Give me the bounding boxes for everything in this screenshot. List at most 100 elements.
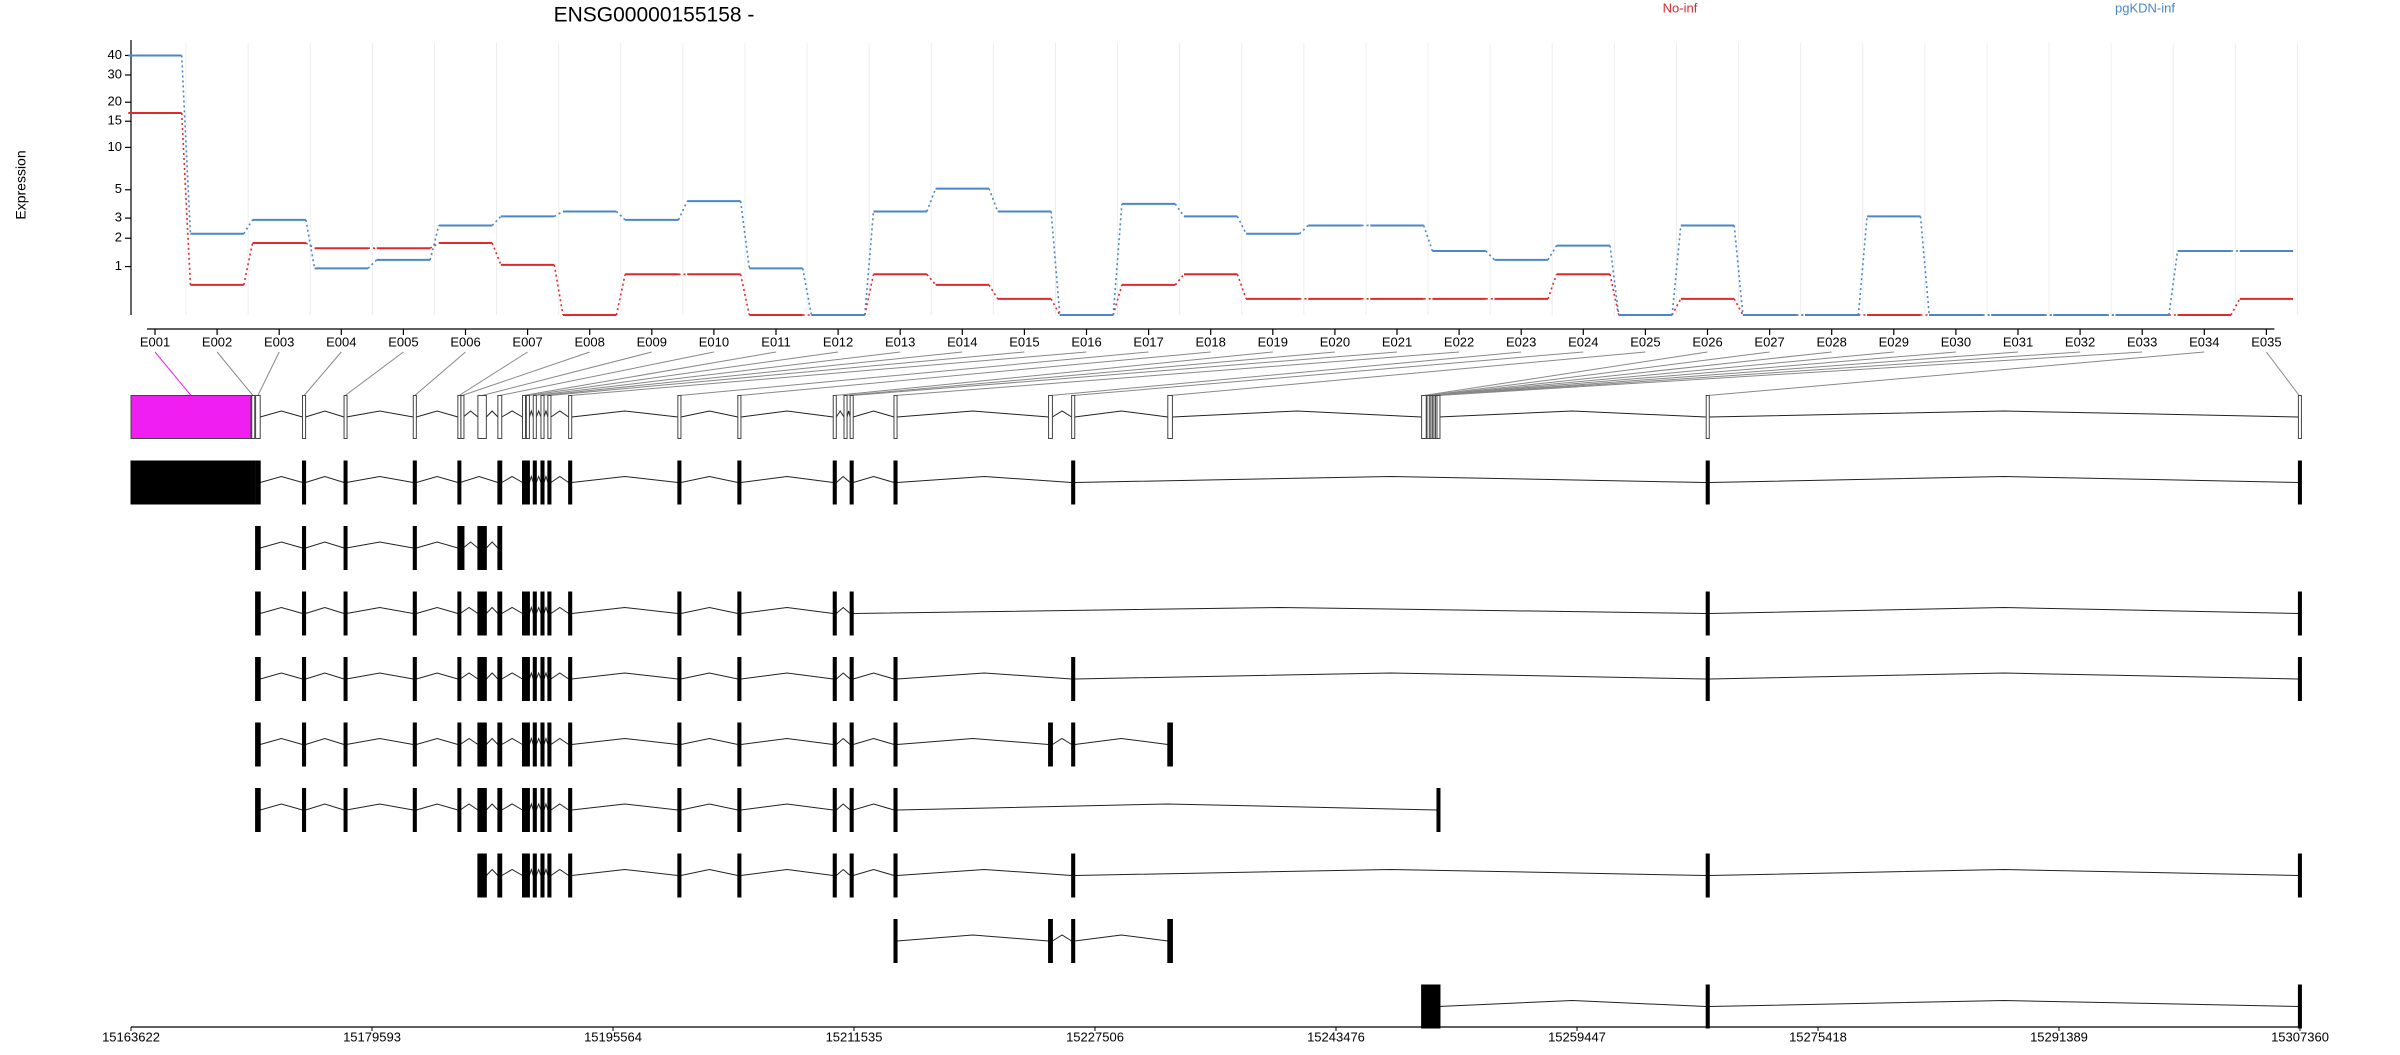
x-tick-label: 15163622 [102, 1029, 160, 1044]
exon-bin [2297, 395, 2302, 439]
x-tick-label: 15195564 [584, 1029, 642, 1044]
intron [543, 802, 549, 811]
x-tick-label: E028 [1817, 334, 1847, 349]
transcript-exon [1167, 722, 1173, 767]
transcript-exon [849, 722, 854, 767]
intron [740, 410, 834, 418]
exon-connector [542, 351, 963, 396]
intron [835, 475, 851, 483]
series-connector [1050, 211, 1061, 316]
intron [1709, 606, 2299, 614]
x-tick-label: E015 [1009, 334, 1039, 349]
transcript-exon [540, 657, 545, 701]
intron [853, 868, 895, 876]
transcript-exon [1436, 788, 1441, 832]
intron [416, 672, 459, 680]
intron [305, 541, 345, 549]
intron [1074, 868, 1707, 876]
transcript-exon [343, 460, 348, 505]
series-connector [615, 210, 626, 221]
transcript-exon [849, 591, 854, 636]
transcript-exon [412, 591, 417, 636]
intron [571, 672, 678, 680]
intron [528, 409, 534, 418]
intron [459, 737, 479, 745]
series-connector [864, 274, 875, 316]
transcript-exon [1436, 984, 1441, 1029]
exon-bin [849, 395, 854, 439]
intron [305, 737, 345, 745]
transcript-exon [677, 460, 682, 505]
x-tick-label: E018 [1196, 334, 1226, 349]
exon-connector [679, 351, 1149, 396]
exon-bin [497, 395, 503, 439]
intron [535, 802, 542, 811]
series-connector [1050, 298, 1061, 316]
exon-connector [1431, 351, 1894, 396]
series-connector [1112, 284, 1123, 316]
exon-connector [1432, 351, 1956, 396]
intron [680, 672, 738, 680]
intron [550, 475, 569, 483]
intron [897, 410, 1049, 418]
transcript-exon [568, 788, 573, 832]
exon-bin [412, 395, 417, 439]
transcript-exon [255, 460, 261, 505]
exon-connector [895, 351, 1460, 396]
transcript-exon [343, 591, 348, 636]
series-connector [180, 112, 192, 285]
intron [897, 475, 1072, 483]
transcript-exon [2297, 591, 2302, 636]
exon-connector [1434, 351, 2019, 396]
intron [459, 606, 479, 614]
x-tick-label: E033 [2127, 334, 2157, 349]
exon-bin [460, 395, 465, 439]
transcript-exon [460, 526, 465, 570]
exon-connector [1429, 351, 1832, 396]
transcript-exon [540, 788, 545, 832]
intron [853, 606, 1707, 614]
intron [853, 737, 895, 745]
transcript-exon [893, 853, 898, 898]
y-tick-label: 3 [115, 210, 122, 225]
intron [535, 737, 542, 745]
series-connector [305, 219, 316, 269]
exon-connector [303, 351, 342, 396]
transcript-exon [737, 657, 742, 701]
transcript-exon [677, 853, 682, 898]
transcript-exon [1167, 919, 1173, 963]
intron [260, 672, 303, 680]
x-tick-label: E022 [1444, 334, 1474, 349]
exon-bin [568, 395, 573, 439]
intron [528, 802, 534, 811]
transcript-exon [497, 853, 503, 898]
intron [680, 803, 738, 811]
intron [1074, 934, 1168, 942]
transcript-exon [677, 657, 682, 701]
intron [550, 737, 569, 745]
intron [740, 606, 834, 614]
intron [528, 736, 534, 745]
intron [835, 868, 851, 876]
exon-connector [1423, 351, 1708, 396]
transcript-exon [737, 460, 742, 505]
series-connector [367, 259, 378, 269]
transcript-exon [1705, 657, 1710, 701]
intron [1074, 410, 1168, 418]
intron [1074, 475, 1707, 483]
transcript-exon [547, 460, 552, 505]
intron [460, 475, 499, 483]
transcript-exon [412, 722, 417, 767]
intron [897, 803, 1437, 811]
intron [346, 541, 414, 549]
transcript-exon [412, 460, 417, 505]
transcript-exon [1705, 853, 1710, 898]
exon-connector [1073, 351, 1584, 396]
intron [346, 606, 414, 614]
intron [260, 541, 303, 549]
x-tick-label: 15259447 [1548, 1029, 1606, 1044]
intron [853, 410, 895, 418]
transcript-exon [1705, 984, 1710, 1029]
